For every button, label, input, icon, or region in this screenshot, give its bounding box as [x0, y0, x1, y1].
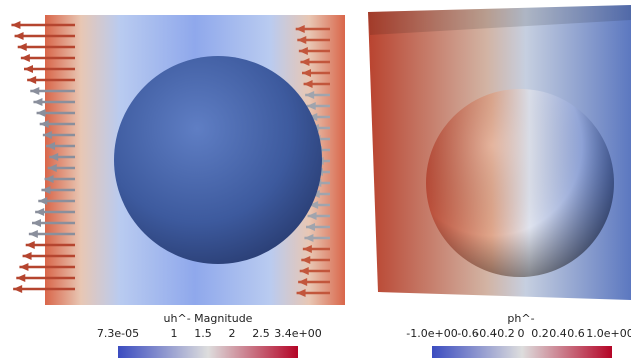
arrow-head — [38, 197, 47, 205]
colorbar-label: 1 — [171, 327, 178, 340]
sphere-shade — [426, 89, 614, 277]
arrow-head — [35, 208, 44, 216]
colorbar-label: 1.0e+00 — [586, 327, 631, 340]
left-colorbar: uh^- Magnitude 7.3e-05 1 1.5 2 2.5 3.4e+… — [97, 312, 322, 358]
arrow-head — [15, 32, 24, 40]
colorbar — [432, 346, 612, 358]
colorbar-label: 3.4e+00 — [274, 327, 321, 340]
visualization: uh^- Magnitude 7.3e-05 1 1.5 2 2.5 3.4e+… — [0, 0, 631, 358]
arrow-head — [16, 274, 25, 282]
arrow-head — [19, 263, 28, 271]
colorbar-label: 1.5 — [194, 327, 212, 340]
arrow-head — [32, 219, 41, 227]
arrow-head — [37, 109, 46, 117]
right-view — [368, 5, 631, 300]
arrow-head — [29, 230, 38, 238]
colorbar-title: uh^- Magnitude — [164, 312, 253, 325]
colorbar-label: 7.3e-05 — [97, 327, 139, 340]
colorbar-label: -1.0e+00 — [406, 327, 457, 340]
arrow-head — [27, 76, 36, 84]
arrow-head — [40, 120, 49, 128]
arrow-head — [26, 241, 35, 249]
colorbar-label: 0.6 — [567, 327, 585, 340]
arrow-head — [11, 21, 20, 29]
right-colorbar: ph^- -1.0e+00 -0.6 -0.4 -0.2 0 0.2 0.4 0… — [406, 312, 631, 358]
arrow-head — [13, 285, 22, 293]
colorbar-label: 0.2 — [531, 327, 549, 340]
arrow-head — [18, 43, 27, 51]
arrow-head — [21, 54, 30, 62]
colorbar-title: ph^- — [507, 312, 534, 325]
left-view — [11, 15, 345, 305]
colorbar-label: 2 — [229, 327, 236, 340]
colorbar-label: -0.2 — [493, 327, 514, 340]
arrow-head — [30, 87, 39, 95]
arrow-head — [33, 98, 42, 106]
arrow-head — [24, 65, 33, 73]
sphere — [114, 56, 322, 264]
colorbar-label: 0 — [518, 327, 525, 340]
colorbar-label: 2.5 — [252, 327, 270, 340]
colorbar-label: 0.4 — [549, 327, 567, 340]
colorbar — [118, 346, 298, 358]
arrow-head — [23, 252, 32, 260]
